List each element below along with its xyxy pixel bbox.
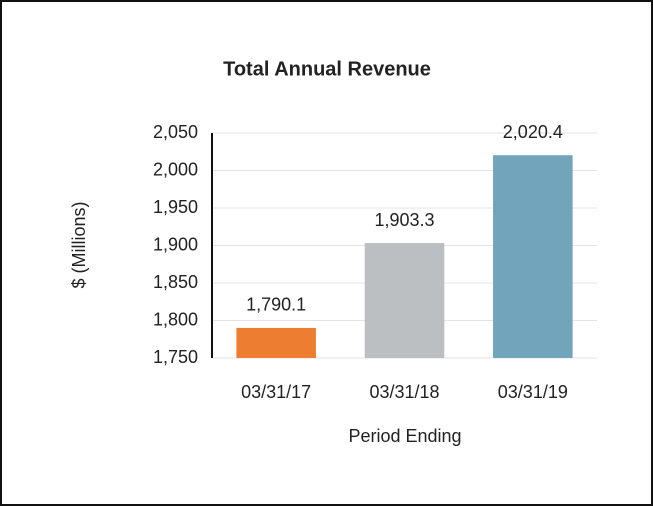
data-label: 1,790.1 [246,295,306,315]
x-tick-label: 03/31/18 [369,382,439,402]
y-tick-label: 1,950 [153,197,198,217]
y-tick-label: 1,750 [153,347,198,367]
x-axis-label: Period Ending [348,426,461,446]
y-tick-label: 1,850 [153,272,198,292]
bar [364,243,445,358]
y-axis-label: $ (Millions) [69,201,89,288]
data-label: 1,903.3 [374,210,434,230]
x-tick-label: 03/31/17 [241,382,311,402]
x-tick-label: 03/31/19 [498,382,568,402]
y-tick-label: 2,050 [153,122,198,142]
y-tick-label: 1,800 [153,309,198,329]
chart-title: Total Annual Revenue [223,58,431,80]
y-tick-label: 1,900 [153,234,198,254]
bar [236,327,316,358]
data-label: 2,020.4 [503,122,563,142]
bar [493,155,573,358]
y-tick-label: 2,000 [153,159,198,179]
